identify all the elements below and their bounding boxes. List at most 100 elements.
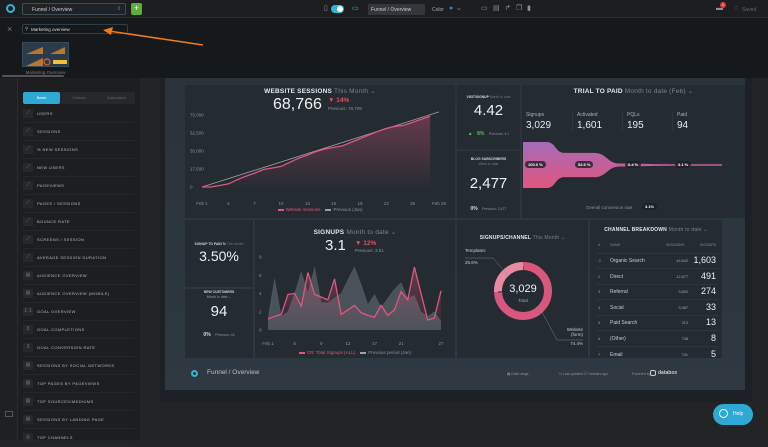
blog-subscribers-panel[interactable]: BLOG SUBSCRIBERS Week to date 2,477 0% P…: [457, 151, 520, 218]
legend-item[interactable]: Previous period (Jan): [368, 350, 411, 355]
sidebar-item[interactable]: ▤SESSIONS BY SOCIAL NETWORKS: [23, 357, 135, 375]
layout-icon[interactable]: ▤: [493, 5, 500, 13]
sidebar-item[interactable]: 1·1 GOAL OVERVIEW: [23, 303, 135, 321]
channel-signups: 13: [706, 317, 716, 327]
add-dashboard-button[interactable]: +: [131, 3, 142, 15]
sidebar-item[interactable]: ⟋AVERAGE SESSION DURATION: [23, 249, 135, 267]
sidebar-item[interactable]: ▤TOP PAGES BY PAGEVIEWS: [23, 375, 135, 393]
chevron-down-icon[interactable]: ⌄: [456, 5, 462, 13]
sidebar-item[interactable]: ⟋PAGEVIEWS: [23, 177, 135, 195]
sidebar-item-label: GOAL OVERVIEW: [37, 309, 76, 314]
channel-name: (Other): [610, 336, 626, 342]
change-value: 8%: [477, 131, 484, 137]
legend-item[interactable]: Website sessions: [286, 207, 321, 212]
help-button[interactable]: Help: [713, 404, 753, 425]
dashboard-title-input[interactable]: Funnel / Overview: [368, 4, 425, 15]
sidebar-item[interactable]: ⟋USERS: [23, 105, 135, 123]
sidebar-item-label: GOAL CONVERSION RATE: [37, 345, 95, 350]
x-tick-label: 10: [278, 201, 284, 206]
period-dropdown[interactable]: This Month: [227, 242, 244, 246]
share-icon[interactable]: ↱: [505, 5, 511, 13]
y-tick-label: 0: [190, 185, 193, 190]
period-dropdown[interactable]: Week to date: [457, 162, 520, 166]
sidebar-item-label: AUDIENCE OVERVIEW (MOBILE): [37, 291, 110, 296]
channel-sessions: 3,367: [666, 306, 688, 310]
signup-to-paid-panel[interactable]: SIGNUP TO PAID % This Month 3.50%: [185, 220, 253, 287]
channel-name: Paid Search: [610, 320, 637, 326]
horizontal-scrollbar[interactable]: [2, 75, 64, 77]
website-sessions-panel[interactable]: WEBSITE SESSIONS This Month ⌄ 68,766 ▼ 1…: [185, 85, 455, 218]
y-tick-label: 52,500: [190, 131, 204, 136]
app-logo-icon[interactable]: [6, 4, 15, 13]
monitor-icon[interactable]: ▭: [481, 5, 488, 13]
dashboard-select[interactable]: Funnel / Overview⇕: [22, 3, 126, 15]
channel-sessions: 3,802: [666, 290, 688, 294]
sidebar-item[interactable]: ◎TOP CHANNELS: [23, 429, 135, 447]
numbers-icon: 1·1: [23, 307, 33, 316]
copy-icon[interactable]: ❐: [516, 5, 522, 13]
slice-label: Templates: [465, 248, 486, 253]
sidebar-item[interactable]: ⟋% NEW SESSIONS: [23, 141, 135, 159]
new-customers-panel[interactable]: NEW CUSTOMERS Month to date ⌄ 94 0% Prev…: [185, 289, 253, 358]
sidebar-item[interactable]: ▤TOP SOURCES/MEDIUMS: [23, 393, 135, 411]
period-dropdown[interactable]: Month to date: [490, 95, 511, 99]
number-icon: 3: [23, 325, 33, 334]
sidebar-item[interactable]: ▤AUDIENCE OVERVIEW: [23, 267, 135, 285]
sidebar-item-label: SCREENS / SESSION: [37, 237, 84, 242]
slice-pct: 74.4%: [557, 341, 583, 346]
legend-item[interactable]: CR: Total Signups (ALL): [307, 350, 355, 355]
row-rank: 2: [598, 274, 600, 279]
sidebar-item[interactable]: ⟋ SCREENS / SESSION: [23, 231, 135, 249]
channel-sessions: 46,642: [666, 259, 688, 263]
visit-signup-panel[interactable]: VISIT/SIGNUP Month to date 4.42 ▲ 8% Pre…: [457, 85, 520, 149]
template-thumbnail[interactable]: [22, 42, 69, 67]
period-dropdown[interactable]: Month to date ⌄: [185, 295, 253, 299]
template-search-overlay: × ⚲ Marketing overview Marketing Overvie…: [0, 18, 768, 78]
check-circle-icon: ◌: [734, 5, 738, 13]
trial-to-paid-panel[interactable]: TRIAL TO PAID Month to date (Feb) ⌄ Sign…: [522, 85, 745, 218]
mobile-icon[interactable]: ▯: [324, 5, 328, 13]
row-rank: 3: [598, 289, 600, 294]
x-tick-label: Feb 1: [262, 341, 274, 346]
signups-channel-panel[interactable]: SIGNUPS/CHANNEL This Month ⌄ Templates 2…: [457, 220, 588, 358]
sidebar-item[interactable]: ▤AUDIENCE OVERVIEW (MOBILE): [23, 285, 135, 303]
signups-panel[interactable]: SIGNUPS Month to date ⌄ 3.1 ▼ 12% Previo…: [255, 220, 455, 358]
line-chart-icon: ⟋: [23, 235, 33, 244]
close-overlay-icon[interactable]: ×: [7, 24, 12, 34]
channel-name: Social: [610, 305, 624, 311]
sidebar-item[interactable]: ⟋BOUNCE RATE: [23, 213, 135, 231]
line-chart-icon: ⟋: [23, 109, 33, 118]
tab-custom[interactable]: Custom: [60, 92, 97, 104]
x-tick-label: 17: [372, 341, 378, 346]
folder-icon[interactable]: [5, 411, 13, 417]
title-text: CHANNEL BREAKDOWN: [604, 227, 667, 233]
dashboard-select-value: Funnel / Overview: [32, 7, 72, 13]
delete-icon[interactable]: ▮: [527, 5, 531, 13]
sidebar-item[interactable]: ⟋NEW USERS: [23, 159, 135, 177]
tab-calculated[interactable]: Calculated: [98, 92, 135, 104]
view-toggle[interactable]: [331, 5, 344, 13]
sidebar-item[interactable]: ⟋PAGES / SESSIONS: [23, 195, 135, 213]
slice-pct: 25.6%: [465, 260, 478, 265]
legend-item[interactable]: Previous (Jan): [333, 207, 362, 212]
color-drop-icon[interactable]: ●: [449, 5, 453, 13]
title-text: VISIT/SIGNUP: [466, 95, 488, 99]
sidebar-item[interactable]: ▤SESSIONS BY LANDING PAGE: [23, 411, 135, 429]
sidebar-item[interactable]: ⟋SESSIONS: [23, 123, 135, 141]
desktop-icon[interactable]: ▭: [352, 5, 359, 13]
period-dropdown[interactable]: Month to date ⌄: [669, 227, 708, 233]
tab-basic[interactable]: Basic: [23, 92, 60, 104]
line-chart-icon: ⟋: [23, 199, 33, 208]
